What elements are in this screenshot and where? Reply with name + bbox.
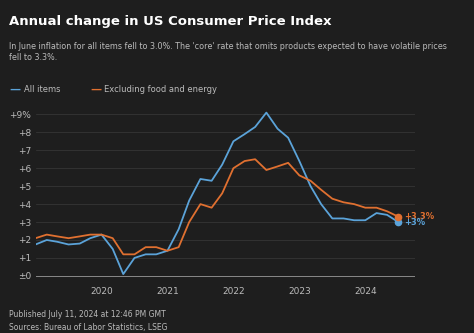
Text: Annual change in US Consumer Price Index: Annual change in US Consumer Price Index [9,15,332,28]
Text: Excluding food and energy: Excluding food and energy [104,85,217,95]
Text: Published July 11, 2024 at 12:46 PM GMT: Published July 11, 2024 at 12:46 PM GMT [9,310,166,319]
Text: —: — [9,85,20,95]
Text: +3%: +3% [404,217,425,226]
Text: All items: All items [24,85,60,95]
Text: Sources: Bureau of Labor Statistics, LSEG: Sources: Bureau of Labor Statistics, LSE… [9,323,168,332]
Text: In June inflation for all items fell to 3.0%. The 'core' rate that omits product: In June inflation for all items fell to … [9,42,447,62]
Text: +3.3%: +3.3% [404,212,434,221]
Text: —: — [90,85,101,95]
